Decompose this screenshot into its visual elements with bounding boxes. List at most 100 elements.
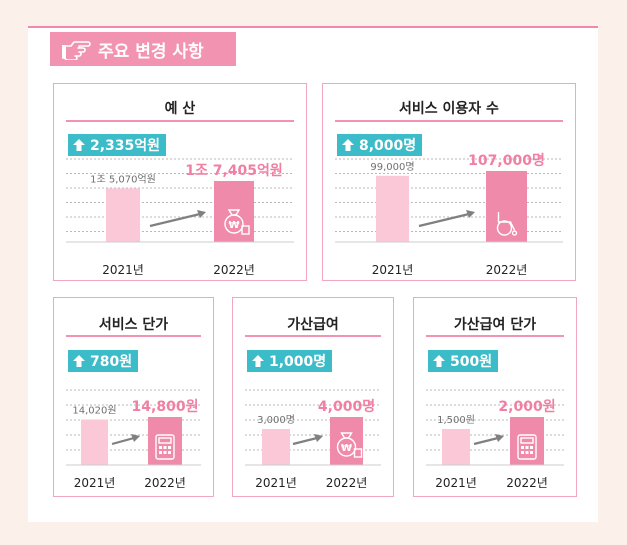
budget-bar-chart: 1조 5,070억원 2021년 1조 7,405억원 2022년 ₩ bbox=[66, 158, 294, 277]
bar-2021 bbox=[376, 175, 409, 242]
calc-key bbox=[159, 451, 162, 454]
value-label-2021: 3,000명 bbox=[257, 414, 295, 426]
money-bag-icon: ₩ bbox=[336, 432, 363, 458]
calc-key bbox=[168, 446, 171, 449]
calc-body bbox=[517, 434, 537, 460]
title-underline bbox=[245, 335, 381, 337]
up-arrow-icon bbox=[73, 139, 85, 151]
up-arrow-icon bbox=[252, 355, 264, 367]
value-label-2021: 99,000명 bbox=[370, 161, 414, 173]
users-bar-chart: 99,000명 2021년 107,000명 2022년 bbox=[335, 152, 563, 277]
bar-2021 bbox=[81, 419, 108, 465]
trend-arrow-line bbox=[473, 436, 499, 446]
trend-arrow-head bbox=[197, 210, 206, 218]
calc-key bbox=[521, 451, 524, 454]
chair-frame bbox=[497, 212, 516, 231]
trend-arrow-line bbox=[111, 436, 135, 446]
section-title: 주요 변경 사항 bbox=[98, 41, 204, 62]
increase-value: 1,000명 bbox=[269, 354, 327, 370]
calculator-icon bbox=[155, 434, 175, 460]
benefit-price-bar-chart: 1,500원 2021년 2,000원 2022년 bbox=[426, 389, 564, 490]
card-title: 가산급여 bbox=[287, 317, 339, 333]
value-label-2022: 4,000명 bbox=[318, 398, 375, 415]
up-arrow-icon bbox=[73, 355, 85, 367]
pointing-hand-icon bbox=[62, 41, 91, 60]
value-label-2021: 1,500원 bbox=[437, 414, 475, 426]
won-symbol: ₩ bbox=[228, 220, 239, 231]
bar-2022 bbox=[148, 417, 182, 465]
increase-badge: 1,000명 bbox=[247, 350, 333, 372]
title-underline bbox=[66, 120, 294, 122]
value-label-2022: 107,000명 bbox=[468, 152, 545, 169]
title-underline bbox=[426, 335, 564, 337]
bar-2022 bbox=[330, 417, 363, 465]
calc-key bbox=[163, 446, 167, 449]
category-label: 2021년 bbox=[102, 263, 144, 277]
wheel bbox=[496, 220, 513, 236]
increase-badge: 500원 bbox=[428, 350, 499, 372]
trend-arrow-head bbox=[131, 434, 140, 442]
increase-value: 8,000명 bbox=[359, 138, 417, 154]
category-label: 2022년 bbox=[326, 476, 368, 490]
coin-stack bbox=[241, 225, 250, 235]
increase-value: 500원 bbox=[450, 354, 493, 370]
calc-key bbox=[530, 446, 533, 449]
calc-key bbox=[163, 451, 167, 454]
card-title: 서비스 단가 bbox=[98, 317, 169, 333]
title-underline bbox=[335, 120, 563, 122]
category-label: 2022년 bbox=[506, 476, 548, 490]
calc-key bbox=[521, 446, 524, 449]
unit-price-bar-chart: 14,020원 2021년 14,800원 2022년 bbox=[66, 389, 201, 490]
category-label: 2021년 bbox=[74, 476, 116, 490]
increase-badge: 780원 bbox=[68, 350, 139, 372]
trend-arrow-line bbox=[418, 212, 470, 228]
front-wheel bbox=[511, 230, 518, 236]
up-arrow-icon bbox=[433, 355, 445, 367]
bar-2022 bbox=[510, 417, 544, 465]
bar-2022 bbox=[214, 181, 254, 242]
calc-screen bbox=[158, 437, 172, 444]
increase-badge: 2,335억원 bbox=[68, 134, 167, 156]
increase-badge: 8,000명 bbox=[337, 134, 423, 156]
card-title: 서비스 이용자 수 bbox=[399, 101, 499, 117]
trend-arrow-line bbox=[292, 436, 318, 446]
calc-key bbox=[525, 451, 529, 454]
category-label: 2021년 bbox=[435, 476, 477, 490]
won-symbol: ₩ bbox=[341, 443, 352, 454]
value-label-2022: 1조 7,405억원 bbox=[185, 163, 283, 179]
bar-2021 bbox=[106, 188, 140, 242]
card-benefit-price: 가산급여 단가 500원 1,500원 2021년 2,000원 2022년 bbox=[413, 297, 577, 497]
value-label-2022: 14,800원 bbox=[132, 399, 199, 415]
category-label: 2022년 bbox=[213, 263, 255, 277]
bag-body bbox=[336, 437, 357, 457]
calc-key bbox=[525, 446, 529, 449]
calc-key bbox=[530, 451, 533, 454]
trend-arrow-head bbox=[314, 434, 323, 442]
calculator-icon bbox=[517, 434, 537, 460]
card-title: 가산급여 단가 bbox=[453, 317, 537, 333]
money-bag-icon: ₩ bbox=[224, 209, 250, 235]
category-label: 2021년 bbox=[372, 263, 414, 277]
bag-body bbox=[224, 214, 244, 234]
card-benefit: 가산급여 1,000명 3,000명 2021년 4,000명 2022년 ₩ bbox=[232, 297, 394, 497]
increase-value: 780원 bbox=[90, 354, 133, 370]
trend-arrow-line bbox=[149, 212, 201, 228]
value-label-2021: 14,020원 bbox=[72, 405, 116, 417]
card-budget: 예 산 2,335억원 1조 5,070억원 2021년 1조 7,405억원 202… bbox=[53, 83, 307, 281]
benefit-bar-chart: 3,000명 2021년 4,000명 2022년 ₩ bbox=[245, 389, 381, 490]
bar-2022 bbox=[486, 171, 527, 242]
trend-arrow-head bbox=[495, 434, 504, 442]
calc-key bbox=[168, 451, 171, 454]
section-header: 주요 변경 사항 bbox=[50, 32, 236, 66]
card-unit-price: 서비스 단가 780원 14,020원 2021년 14,800원 2022년 bbox=[53, 297, 214, 497]
increase-value: 2,335억원 bbox=[90, 138, 161, 154]
value-label-2021: 1조 5,070억원 bbox=[90, 173, 156, 185]
category-label: 2022년 bbox=[144, 476, 186, 490]
calc-screen bbox=[520, 437, 534, 444]
bar-2021 bbox=[442, 429, 470, 465]
wheelchair-icon bbox=[496, 212, 518, 236]
card-users: 서비스 이용자 수 8,000명 99,000명 2021년 107,000명 202… bbox=[322, 83, 576, 281]
title-underline bbox=[66, 335, 201, 337]
card-title: 예 산 bbox=[164, 101, 196, 117]
calc-key bbox=[159, 446, 162, 449]
